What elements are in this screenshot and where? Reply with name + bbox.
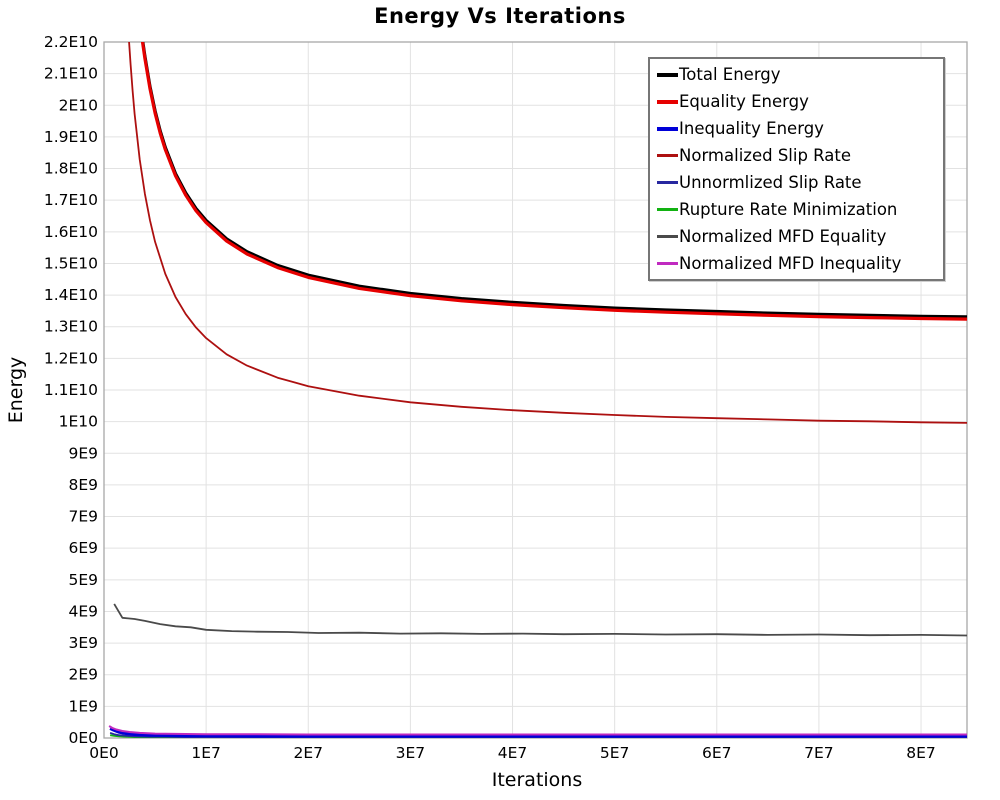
legend-label: Normalized Slip Rate <box>679 146 852 165</box>
x-tick-label: 4E7 <box>498 744 528 762</box>
legend-swatch-normalized-mfd-inequality <box>657 262 678 265</box>
y-tick-label: 0E0 <box>68 729 98 747</box>
legend-label: Inequality Energy <box>679 119 824 138</box>
y-tick-label: 1.2E10 <box>44 349 98 367</box>
y-tick-label: 6E9 <box>68 539 98 557</box>
x-tick-label: 0E0 <box>89 744 119 762</box>
y-axis-title: Energy <box>5 357 27 424</box>
x-axis-title: Iterations <box>492 769 583 791</box>
x-tick-label: 8E7 <box>906 744 936 762</box>
y-tick-label: 4E9 <box>68 602 98 620</box>
y-tick-label: 1E10 <box>59 413 98 431</box>
legend-swatch-total-energy <box>657 72 678 77</box>
y-tick-label: 2E10 <box>59 96 98 114</box>
chart-title: Energy Vs Iterations <box>374 4 626 28</box>
series-line-normalized-mfd-inequality <box>108 725 967 736</box>
y-tick-label: 1.7E10 <box>44 191 98 209</box>
legend-label: Total Energy <box>679 65 781 84</box>
legend-item-normalized-mfd-inequality: Normalized MFD Inequality <box>650 250 943 277</box>
legend-swatch-equality-energy <box>657 99 678 104</box>
legend-swatch-normalized-mfd-equality <box>657 235 678 238</box>
legend-label: Equality Energy <box>679 92 809 111</box>
legend-label: Normalized MFD Inequality <box>679 254 902 273</box>
legend-item-rupture-rate-minimization: Rupture Rate Minimization <box>650 196 943 223</box>
y-tick-label: 1.3E10 <box>44 318 98 336</box>
legend-item-equality-energy: Equality Energy <box>650 88 943 115</box>
y-tick-label: 2.1E10 <box>44 65 98 83</box>
legend-item-total-energy: Total Energy <box>650 61 943 88</box>
x-tick-label: 5E7 <box>600 744 630 762</box>
legend-item-inequality-energy: Inequality Energy <box>650 115 943 142</box>
legend-swatch-rupture-rate-minimization <box>657 208 678 211</box>
legend-item-unnormlized-slip-rate: Unnormlized Slip Rate <box>650 169 943 196</box>
legend-swatch-unnormlized-slip-rate <box>657 181 678 184</box>
y-tick-label: 9E9 <box>68 444 98 462</box>
legend-label: Normalized MFD Equality <box>679 227 887 246</box>
y-tick-label: 1.6E10 <box>44 223 98 241</box>
y-tick-label: 8E9 <box>68 476 98 494</box>
y-tick-label: 1.8E10 <box>44 160 98 178</box>
series-line-equality-energy <box>140 42 967 321</box>
y-tick-label: 2.2E10 <box>44 33 98 51</box>
tick-layer: 0E0 1E7 2E7 3E7 4E7 5E7 6E7 7E7 8E7 0E0 1E9 2E9 3E9 4… <box>44 33 936 762</box>
y-tick-label: 1.4E10 <box>44 286 98 304</box>
y-tick-label: 1.1E10 <box>44 381 98 399</box>
legend-box: Total Energy Equality Energy Inequality En… <box>648 57 945 281</box>
legend-swatch-normalized-slip-rate <box>657 154 678 157</box>
y-tick-label: 1.9E10 <box>44 128 98 146</box>
legend-swatch-inequality-energy <box>657 126 678 131</box>
y-tick-label: 1E9 <box>68 697 98 715</box>
legend-item-normalized-slip-rate: Normalized Slip Rate <box>650 142 943 169</box>
series-layer <box>108 42 967 738</box>
y-tick-label: 3E9 <box>68 634 98 652</box>
y-tick-label: 1.5E10 <box>44 254 98 272</box>
series-line-inequality-energy <box>109 727 967 738</box>
x-tick-label: 7E7 <box>804 744 834 762</box>
y-tick-label: 5E9 <box>68 571 98 589</box>
legend-label: Unnormlized Slip Rate <box>679 173 862 192</box>
y-tick-label: 2E9 <box>68 666 98 684</box>
y-tick-label: 7E9 <box>68 508 98 526</box>
x-tick-label: 3E7 <box>396 744 426 762</box>
series-line-normalized-mfd-equality <box>113 603 967 637</box>
legend-item-normalized-mfd-equality: Normalized MFD Equality <box>650 223 943 250</box>
x-tick-label: 1E7 <box>191 744 221 762</box>
x-tick-label: 6E7 <box>702 744 732 762</box>
legend-label: Rupture Rate Minimization <box>679 200 898 219</box>
x-tick-label: 2E7 <box>293 744 323 762</box>
series-line-normalized-slip-rate <box>128 42 967 424</box>
